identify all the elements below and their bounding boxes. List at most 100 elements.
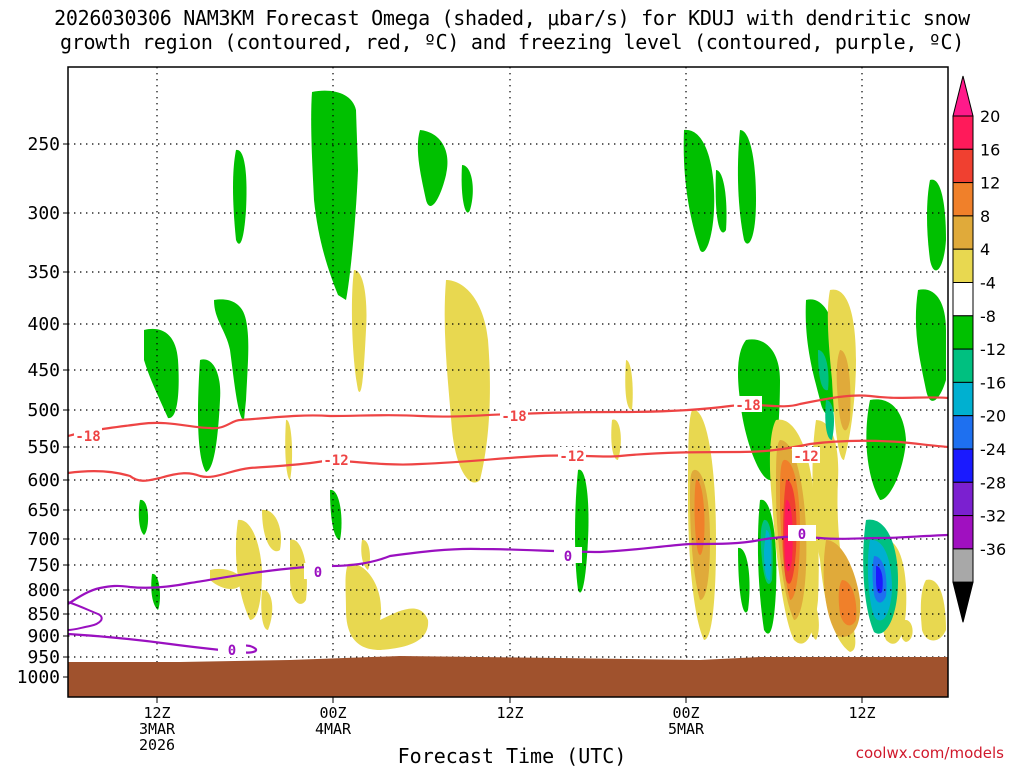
- omega-shade-9: [715, 170, 727, 233]
- colorbar-label-13: -36: [980, 540, 1006, 559]
- colorbar-segment-3: [952, 215, 974, 250]
- y-tick-label-1000: 1000: [17, 667, 60, 688]
- colorbar-label-4: 4: [980, 240, 990, 259]
- colorbar-label-3: 8: [980, 207, 990, 226]
- label-minus18-a-bg: [74, 427, 102, 443]
- omega-shade-36: [611, 419, 621, 460]
- omega-shade-31: [345, 563, 429, 650]
- omega-shade-55: [876, 566, 883, 594]
- omega-shade-0: [311, 90, 358, 300]
- x-tick-label-4-0: 12Z: [848, 704, 875, 722]
- omega-shade-37: [901, 619, 913, 642]
- label-minus12-c: -12: [793, 449, 818, 465]
- colorbar-segment-6: [952, 315, 974, 350]
- omega-shade-2: [417, 130, 448, 206]
- dgz-line-minus18: [67, 394, 949, 438]
- omega-shade-51: [764, 530, 772, 581]
- omega-shade-20: [330, 489, 342, 540]
- y-tick-label-350: 350: [27, 262, 60, 283]
- label-minus12-c-bg: [792, 447, 820, 463]
- y-tick-label-700: 700: [27, 529, 60, 550]
- colorbar-segment-9: [952, 415, 974, 450]
- y-tick-label-250: 250: [27, 134, 60, 155]
- omega-shade-7: [683, 129, 715, 252]
- x-tick-label-0-1: 3MAR: [139, 720, 176, 738]
- label-freezing-d: 0: [228, 643, 236, 659]
- label-minus12-a-bg: [322, 451, 350, 467]
- dgz-line-minus12: [67, 439, 949, 482]
- x-tick-label-0-2: 2026: [139, 736, 175, 754]
- x-axis-title: Forecast Time (UTC): [397, 744, 627, 768]
- colorbar-label-6: -8: [980, 307, 996, 326]
- label-freezing-c-bg: [788, 525, 816, 541]
- colorbar-label-10: -24: [980, 440, 1006, 459]
- colorbar-segment-1: [952, 148, 974, 184]
- label-minus18-a: -18: [75, 429, 100, 445]
- omega-shade-3: [461, 165, 473, 213]
- omega-shade-1: [233, 149, 247, 244]
- x-tick-label-1-1: 4MAR: [315, 720, 352, 738]
- colorbar-segment-5: [952, 282, 974, 317]
- label-freezing-b-bg: [554, 547, 582, 563]
- label-freezing-a-bg: [304, 563, 332, 579]
- x-tick-label-1-0: 00Z: [319, 704, 346, 722]
- y-tick-label-650: 650: [27, 500, 60, 521]
- colorbar-label-9: -20: [980, 407, 1006, 426]
- chart-title-line2: growth region (contoured, red, ºC) and f…: [59, 30, 965, 54]
- y-tick-label-950: 950: [27, 647, 60, 668]
- x-tick-label-0-0: 12Z: [143, 704, 170, 722]
- omega-shade-40: [261, 589, 273, 630]
- colorbar-segment-10: [952, 448, 974, 483]
- omega-shade-39: [809, 600, 819, 640]
- omega-shade-57: [825, 400, 834, 440]
- omega-shade-22: [351, 270, 367, 392]
- omega-shade-4: [144, 328, 179, 419]
- label-freezing-b: 0: [564, 549, 572, 565]
- omega-shade-35: [625, 360, 633, 410]
- ground-terrain: [68, 656, 948, 697]
- omega-shade-38: [920, 579, 946, 641]
- label-minus12-a: -12: [323, 453, 348, 469]
- omega-shade-56: [818, 350, 829, 391]
- omega-shade-32: [290, 539, 307, 604]
- x-tick-label-2-0: 12Z: [496, 704, 523, 722]
- plot-frame: [67, 66, 949, 698]
- omega-shade-46: [694, 479, 705, 555]
- colorbar-label-11: -28: [980, 473, 1006, 492]
- x-tick-label-3-1: 5MAR: [668, 720, 705, 738]
- y-tick-label-450: 450: [27, 360, 60, 381]
- y-tick-label-750: 750: [27, 555, 60, 576]
- colorbar-segment-12: [952, 515, 974, 550]
- colorbar-label-2: 12: [980, 174, 1000, 193]
- colorbar-top-arrow: [952, 75, 974, 117]
- label-minus18-c-bg: [734, 396, 762, 412]
- colorbar-label-12: -32: [980, 507, 1006, 526]
- y-tick-label-600: 600: [27, 470, 60, 491]
- y-tick-label-550: 550: [27, 437, 60, 458]
- label-freezing-c: 0: [798, 527, 806, 543]
- omega-shade-29: [262, 509, 282, 552]
- colorbar-segment-4: [952, 248, 974, 283]
- label-minus12-b: -12: [559, 449, 584, 465]
- omega-shade-18: [138, 499, 149, 535]
- credit-link[interactable]: coolwx.com/models: [855, 744, 1004, 762]
- label-freezing-d-bg: [218, 641, 246, 657]
- colorbar-label-7: -12: [980, 340, 1006, 359]
- y-tick-label-400: 400: [27, 314, 60, 335]
- omega-shade-19: [151, 573, 160, 610]
- y-tick-label-500: 500: [27, 400, 60, 421]
- colorbar-segment-2: [952, 182, 974, 217]
- colorbar-bottom-arrow: [952, 581, 974, 623]
- chart-title-line1: 2026030306 NAM3KM Forecast Omega (shaded…: [54, 6, 970, 30]
- label-minus18-b-bg: [500, 407, 528, 423]
- omega-shade-14: [927, 179, 946, 271]
- y-tick-label-900: 900: [27, 626, 60, 647]
- y-tick-label-300: 300: [27, 203, 60, 224]
- label-minus18-b: -18: [501, 409, 526, 425]
- colorbar-segment-11: [952, 481, 974, 517]
- omega-shade-30: [210, 568, 244, 589]
- label-minus12-b-bg: [558, 447, 586, 463]
- omega-shade-17: [738, 547, 750, 613]
- label-minus18-c: -18: [735, 398, 760, 414]
